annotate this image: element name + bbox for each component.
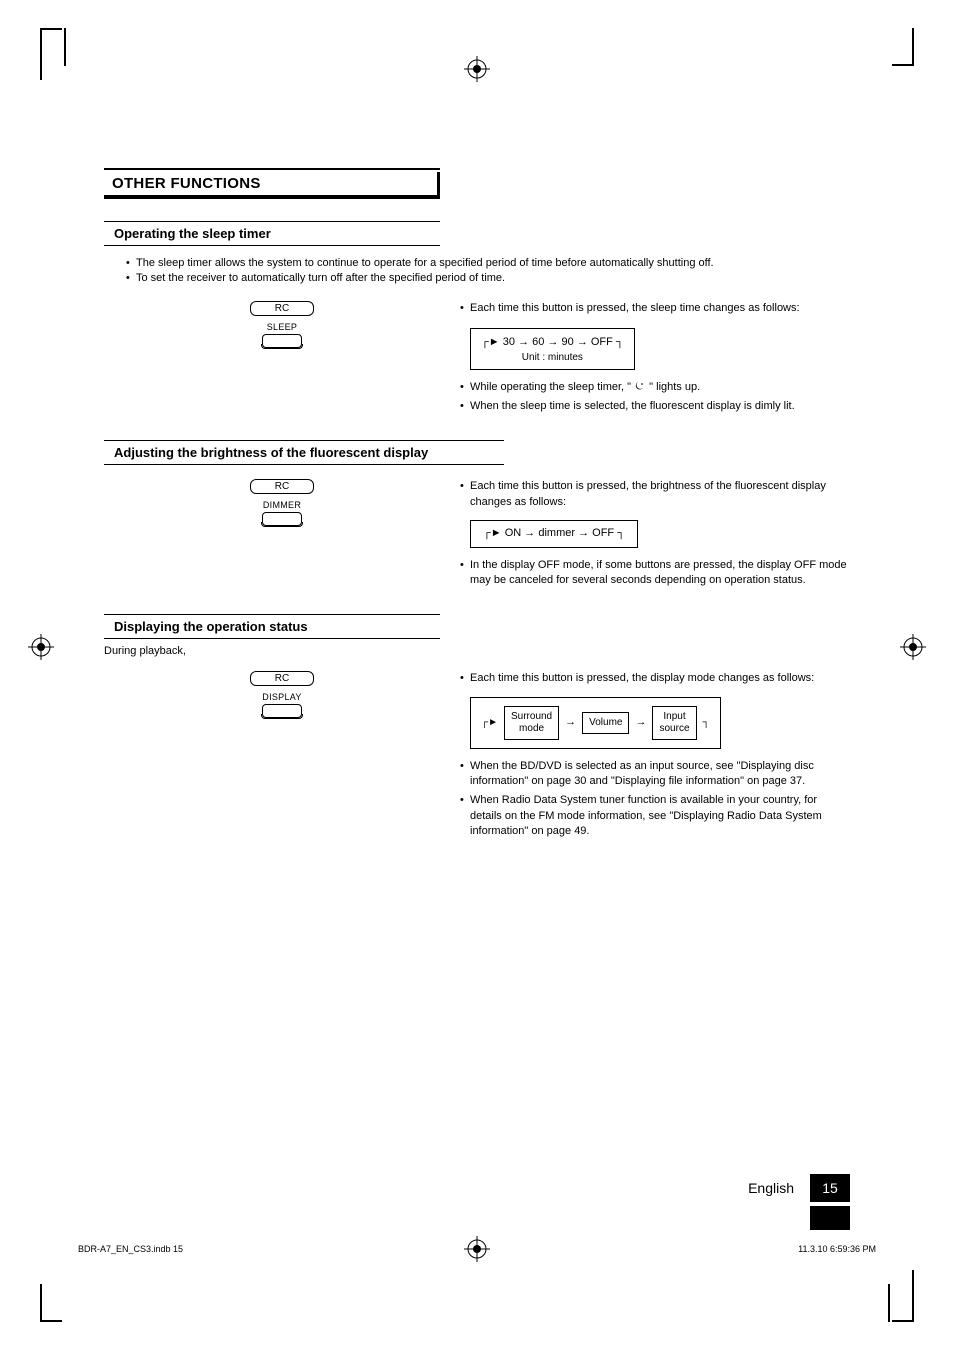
- registration-mark-icon: [464, 56, 490, 82]
- loop-arrow-icon: ┐: [703, 716, 710, 730]
- crop-mark: [40, 1284, 42, 1322]
- section-display: Displaying the operation status During p…: [104, 614, 850, 843]
- footer: English 15: [104, 1174, 850, 1202]
- loop-arrow-icon: ┐: [616, 336, 624, 348]
- crop-mark: [40, 28, 42, 80]
- loop-arrow-icon: ┌►: [481, 716, 498, 730]
- seq-value: 30: [503, 336, 515, 348]
- remote-diagram: RC DISPLAY: [250, 671, 314, 843]
- flow-item: Inputsource: [652, 706, 696, 740]
- intro-line: To set the receiver to automatically tur…: [126, 271, 850, 286]
- crop-mark: [888, 1284, 890, 1322]
- flow-item: Surroundmode: [504, 706, 559, 740]
- flow-item: Volume: [582, 712, 629, 734]
- meta-timestamp: 11.3.10 6:59:36 PM: [798, 1244, 876, 1254]
- arrow-icon: →: [635, 715, 646, 730]
- bullet-text: While operating the sleep timer, " " lig…: [460, 380, 850, 395]
- page: OTHER FUNCTIONS Operating the sleep time…: [0, 0, 954, 1350]
- section-intro: The sleep timer allows the system to con…: [104, 256, 850, 287]
- text-fragment: While operating the sleep timer, ": [470, 381, 631, 393]
- arrow-icon: →: [547, 336, 561, 348]
- intro-line: The sleep timer allows the system to con…: [126, 256, 850, 271]
- seq-unit: Unit : minutes: [481, 351, 624, 365]
- rc-button-label: DISPLAY: [262, 692, 301, 702]
- rc-button-icon: [262, 704, 302, 718]
- moon-icon: [634, 380, 646, 392]
- rc-button-icon: [262, 334, 302, 348]
- page-title: OTHER FUNCTIONS: [104, 172, 440, 195]
- section-dimmer: Adjusting the brightness of the fluoresc…: [104, 440, 850, 592]
- text-fragment: " lights up.: [649, 381, 700, 393]
- crop-mark: [912, 1270, 914, 1322]
- section-heading: Displaying the operation status: [104, 614, 440, 639]
- crop-mark: [892, 1320, 914, 1322]
- page-tab: [810, 1206, 850, 1230]
- pre-text: During playback,: [104, 645, 850, 657]
- crop-mark: [64, 28, 66, 66]
- rc-button-icon: [262, 512, 302, 526]
- registration-mark-icon: [900, 634, 926, 660]
- seq-value: OFF: [591, 336, 613, 348]
- remote-diagram: RC DIMMER: [250, 479, 314, 592]
- bullet-text: Each time this button is pressed, the di…: [460, 671, 850, 686]
- rc-badge: RC: [250, 301, 314, 316]
- arrow-icon: →: [518, 336, 532, 348]
- bullet-text: When the BD/DVD is selected as an input …: [460, 759, 850, 790]
- arrow-icon: →: [565, 715, 576, 730]
- seq-text: ON → dimmer → OFF: [505, 527, 614, 539]
- page-number: 15: [810, 1174, 850, 1202]
- meta-file: BDR-A7_EN_CS3.indb 15: [78, 1244, 183, 1254]
- seq-value: 90: [562, 336, 574, 348]
- bullet-text: When Radio Data System tuner function is…: [460, 793, 850, 839]
- bullet-text: In the display OFF mode, if some buttons…: [460, 558, 850, 589]
- language-label: English: [748, 1180, 794, 1196]
- seq-value: 60: [532, 336, 544, 348]
- crop-mark: [40, 1320, 62, 1322]
- section-sleep: Operating the sleep timer The sleep time…: [104, 221, 850, 418]
- crop-mark: [892, 64, 914, 66]
- bullet-text: Each time this button is pressed, the sl…: [460, 301, 850, 316]
- remote-diagram: RC SLEEP: [250, 301, 314, 419]
- loop-arrow-icon: ┌►: [481, 336, 500, 348]
- display-flow-box: ┌► Surroundmode → Volume → Inputsource ┐: [470, 697, 721, 749]
- crop-mark: [40, 28, 62, 30]
- arrow-icon: →: [577, 336, 591, 348]
- sleep-sequence-box: ┌► 30 → 60 → 90 → OFF ┐ Unit : minutes: [470, 328, 635, 369]
- rc-button-label: DIMMER: [263, 500, 301, 510]
- title-box: OTHER FUNCTIONS: [104, 168, 440, 199]
- section-heading: Operating the sleep timer: [104, 221, 440, 246]
- bullet-text: Each time this button is pressed, the br…: [460, 479, 850, 510]
- rc-badge: RC: [250, 479, 314, 494]
- rc-button-label: SLEEP: [267, 322, 298, 332]
- rc-badge: RC: [250, 671, 314, 686]
- crop-mark: [912, 28, 914, 66]
- loop-arrow-icon: ┌►: [483, 527, 505, 539]
- registration-mark-icon: [28, 634, 54, 660]
- bullet-text: When the sleep time is selected, the flu…: [460, 399, 850, 414]
- section-heading: Adjusting the brightness of the fluoresc…: [104, 440, 504, 465]
- loop-arrow-icon: ┐: [617, 527, 625, 539]
- print-meta: BDR-A7_EN_CS3.indb 15 11.3.10 6:59:36 PM: [78, 1244, 876, 1254]
- dimmer-sequence-box: ┌► ON → dimmer → OFF ┐: [470, 520, 638, 547]
- content-area: OTHER FUNCTIONS Operating the sleep time…: [104, 168, 850, 844]
